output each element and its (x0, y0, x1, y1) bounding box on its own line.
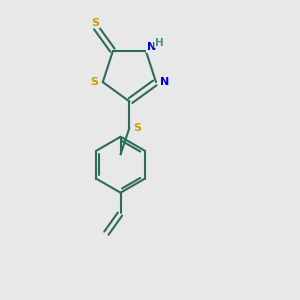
Text: N: N (146, 42, 156, 52)
Text: H: H (155, 38, 164, 48)
Text: S: S (92, 18, 100, 28)
Text: S: S (134, 123, 142, 133)
Text: N: N (160, 77, 169, 87)
Text: S: S (91, 77, 98, 87)
